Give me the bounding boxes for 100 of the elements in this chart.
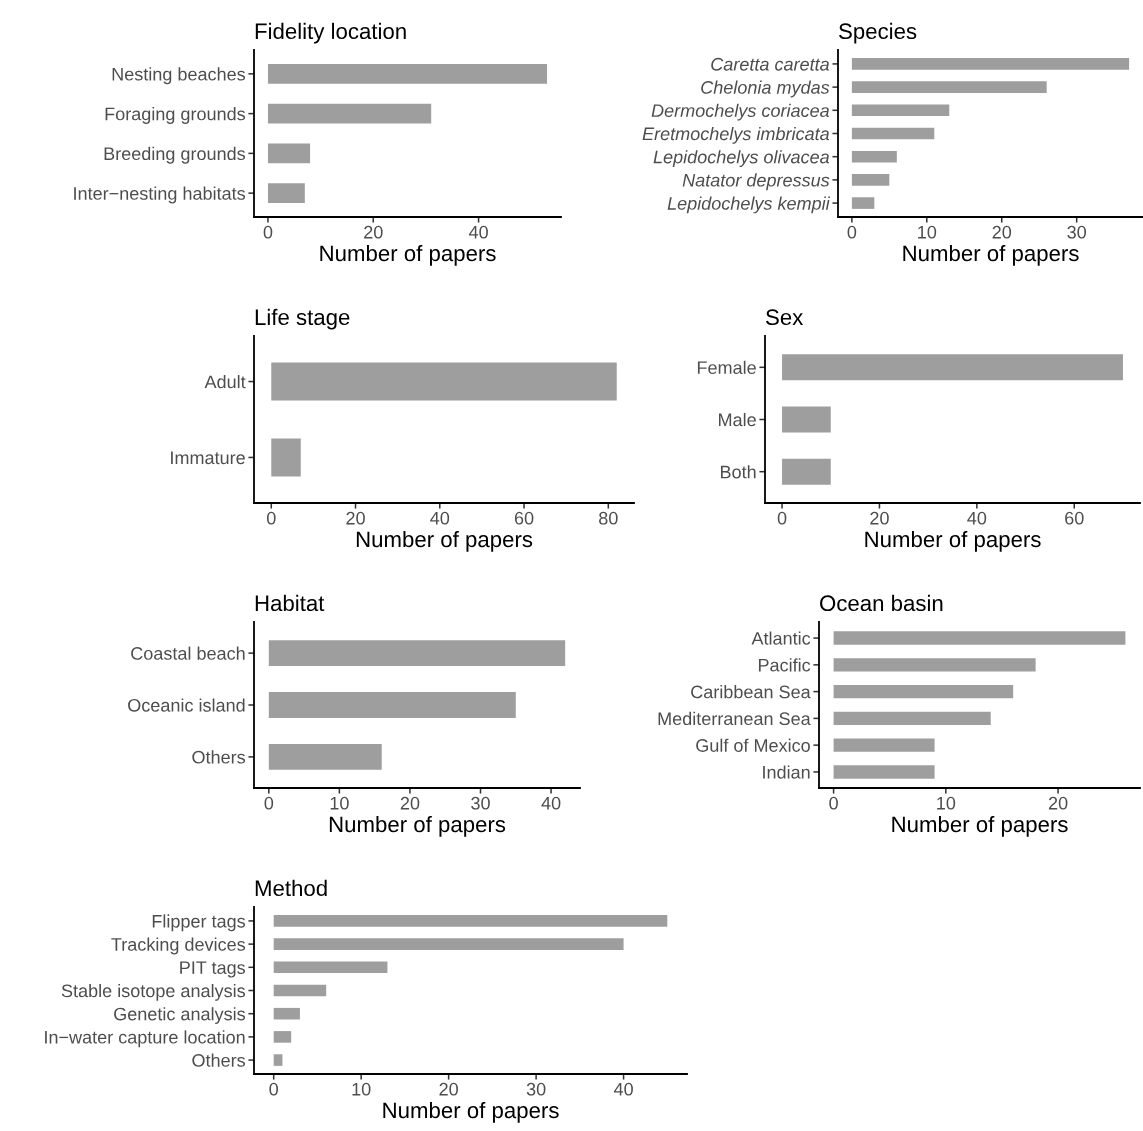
y-tick-label: Adult bbox=[204, 375, 246, 389]
x-axis-title: Number of papers bbox=[903, 244, 1079, 266]
bar bbox=[833, 658, 1036, 672]
y-tick-label: Nesting beaches bbox=[112, 67, 246, 85]
y-tick-label: Indian bbox=[763, 765, 810, 779]
bar bbox=[273, 1054, 283, 1066]
x-tick-label: 40 bbox=[468, 225, 488, 239]
y-tick-label: In−water capture location bbox=[45, 1030, 245, 1048]
y-tick-label: Eretmochelys imbricata bbox=[642, 126, 830, 144]
bar bbox=[851, 174, 890, 186]
x-axis-title: Number of papers bbox=[383, 1101, 559, 1123]
bar bbox=[833, 711, 991, 726]
chart-title: Sex bbox=[766, 309, 804, 326]
bar bbox=[273, 1007, 300, 1020]
x-tick-label: 20 bbox=[400, 796, 420, 810]
y-tick-label: Gulf of Mexico bbox=[696, 738, 810, 752]
x-tick-label: 10 bbox=[918, 225, 937, 239]
x-tick-label: 30 bbox=[471, 796, 490, 810]
y-tick-label: Tracking devices bbox=[111, 937, 246, 955]
x-tick-label: 20 bbox=[870, 511, 889, 525]
bar bbox=[273, 915, 668, 927]
x-tick-label: 0 bbox=[847, 225, 857, 239]
bar bbox=[851, 197, 875, 209]
bar bbox=[851, 127, 935, 140]
x-axis-title: Number of papers bbox=[320, 244, 496, 266]
x-tick-label: 10 bbox=[330, 796, 349, 810]
chart-title: Fidelity location bbox=[255, 22, 406, 44]
x-tick-label: 60 bbox=[514, 511, 534, 525]
x-tick-label: 80 bbox=[599, 511, 618, 525]
y-tick-label: Dermochelys coriacea bbox=[651, 103, 830, 121]
y-tick-label: Genetic analysis bbox=[114, 1007, 246, 1024]
y-tick-label: Foraging grounds bbox=[105, 107, 246, 124]
bar bbox=[833, 738, 935, 752]
y-tick-label: Stable isotope analysis bbox=[61, 983, 246, 1001]
x-tick-label: 40 bbox=[967, 511, 987, 525]
y-tick-label: Both bbox=[721, 465, 756, 479]
chart-title: Habitat bbox=[255, 594, 325, 612]
bar bbox=[851, 104, 950, 117]
y-tick-label: Oceanic island bbox=[128, 698, 245, 712]
x-axis-title: Number of papers bbox=[329, 815, 506, 837]
x-tick-label: 20 bbox=[1048, 796, 1068, 810]
bar bbox=[273, 938, 624, 950]
bar bbox=[268, 692, 516, 718]
x-tick-label: 40 bbox=[541, 796, 561, 810]
x-axis-title: Number of papers bbox=[865, 530, 1041, 552]
x-tick-label: 0 bbox=[829, 796, 838, 810]
x-tick-label: 20 bbox=[364, 225, 383, 239]
bar bbox=[273, 984, 327, 997]
chart-title: Species bbox=[839, 22, 917, 44]
bar bbox=[851, 150, 897, 163]
x-tick-label: 30 bbox=[1067, 225, 1087, 239]
x-tick-label: 0 bbox=[266, 511, 276, 525]
x-axis-title: Number of papers bbox=[892, 815, 1068, 837]
bar bbox=[267, 103, 432, 124]
bar bbox=[833, 684, 1014, 699]
x-tick-label: 20 bbox=[439, 1082, 458, 1096]
x-tick-label: 0 bbox=[777, 511, 787, 525]
bar bbox=[833, 765, 935, 779]
x-tick-label: 20 bbox=[346, 511, 365, 525]
chart-title: Method bbox=[255, 879, 327, 897]
bar bbox=[268, 743, 382, 770]
y-tick-label: Coastal beach bbox=[131, 646, 245, 660]
bar bbox=[273, 961, 388, 974]
y-tick-label: Caribbean Sea bbox=[691, 685, 811, 699]
y-tick-label: Inter−nesting habitats bbox=[74, 186, 246, 204]
y-tick-label: Immature bbox=[171, 451, 245, 465]
y-tick-label: Caretta caretta bbox=[711, 57, 830, 71]
x-axis-title: Number of papers bbox=[356, 530, 533, 552]
x-tick-label: 20 bbox=[992, 225, 1012, 239]
y-tick-label: Breeding grounds bbox=[104, 146, 246, 164]
chart-title: Ocean basin bbox=[820, 594, 943, 612]
x-tick-label: 40 bbox=[430, 511, 450, 525]
bar bbox=[833, 631, 1126, 645]
bar bbox=[267, 63, 548, 84]
bar bbox=[851, 81, 1047, 93]
y-tick-label: Mediterranean Sea bbox=[658, 711, 811, 726]
x-tick-label: 60 bbox=[1065, 511, 1084, 525]
x-tick-label: 0 bbox=[264, 796, 274, 810]
y-tick-label: Female bbox=[697, 360, 756, 375]
y-tick-label: PIT tags bbox=[180, 961, 246, 978]
x-tick-label: 10 bbox=[352, 1082, 371, 1096]
y-tick-label: Chelonia mydas bbox=[701, 80, 830, 98]
y-tick-label: Others bbox=[192, 750, 246, 764]
y-tick-label: Natator depressus bbox=[682, 173, 830, 191]
x-tick-label: 10 bbox=[937, 796, 956, 810]
bar bbox=[273, 1031, 292, 1043]
bar bbox=[268, 640, 566, 667]
y-tick-label: Atlantic bbox=[751, 631, 811, 645]
bar bbox=[851, 58, 1130, 70]
x-tick-label: 40 bbox=[613, 1082, 633, 1096]
chart-title: Life stage bbox=[255, 308, 350, 330]
bar bbox=[267, 143, 311, 164]
y-tick-label: Male bbox=[719, 412, 756, 427]
y-tick-label: Pacific bbox=[758, 658, 811, 672]
y-tick-label: Others bbox=[192, 1053, 246, 1067]
x-tick-label: 30 bbox=[526, 1082, 546, 1096]
x-tick-label: 0 bbox=[269, 1082, 278, 1096]
bar bbox=[267, 183, 305, 204]
y-tick-label: Lepidochelys kempii bbox=[667, 196, 831, 214]
y-tick-label: Flipper tags bbox=[152, 914, 246, 932]
